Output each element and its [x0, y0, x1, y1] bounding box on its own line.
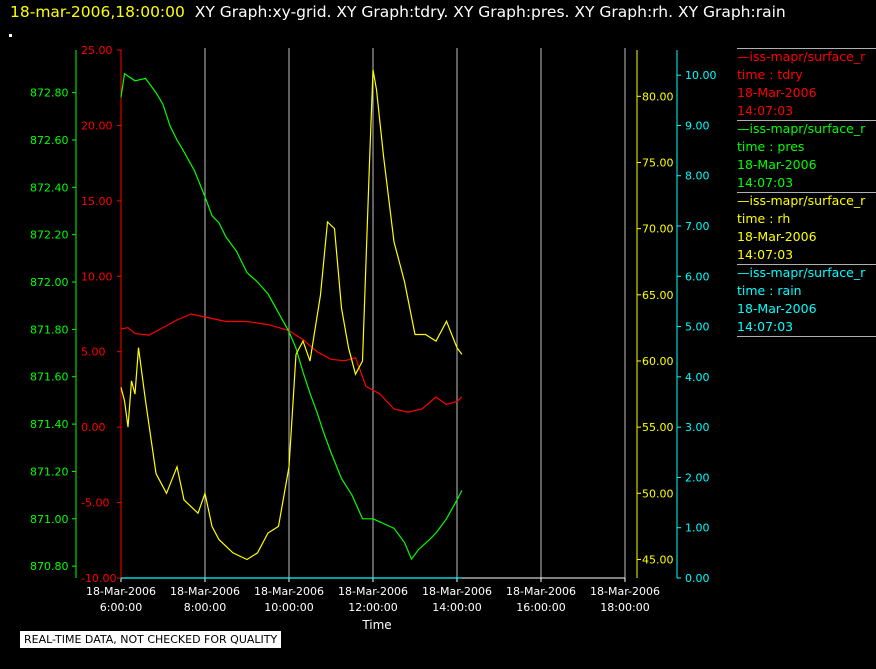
rain-tick-label: 6.00 [685, 270, 710, 283]
rh-tick-label: 80.00 [642, 90, 674, 103]
tdry-tick-label: 10.00 [81, 270, 113, 283]
x-tick-time: 14:00:00 [432, 601, 481, 614]
legend-text: 18-Mar-2006 [737, 85, 817, 100]
chart-header: 18-mar-2006,18:00:00 XY Graph:xy-grid. X… [10, 3, 786, 21]
header-graph-list: XY Graph:xy-grid. XY Graph:tdry. XY Grap… [194, 3, 786, 21]
x-tick-time: 12:00:00 [348, 601, 397, 614]
x-tick-time: 16:00:00 [516, 601, 565, 614]
tdry-tick-label: 15.00 [81, 195, 113, 208]
legend-text: —iss-mapr/surface_r [737, 121, 866, 136]
tdry-tick-label: 20.00 [81, 119, 113, 132]
rh-tick-label: 65.00 [642, 289, 674, 302]
x-tick-date: 18-Mar-2006 [422, 585, 492, 598]
rain-tick-label: 1.00 [685, 522, 710, 535]
rain-tick-label: 7.00 [685, 220, 710, 233]
legend-text: —iss-mapr/surface_r [737, 193, 866, 208]
rh-tick-label: 60.00 [642, 355, 674, 368]
legend-text: 14:07:03 [737, 175, 794, 190]
rh-tick-label: 55.00 [642, 421, 674, 434]
x-tick-date: 18-Mar-2006 [254, 585, 324, 598]
pres-tick-label: 871.60 [30, 371, 69, 384]
legend-text: 18-Mar-2006 [737, 157, 817, 172]
legend-text: —iss-mapr/surface_r [737, 49, 866, 64]
rain-tick-label: 5.00 [685, 321, 710, 334]
rain-tick-label: 3.00 [685, 421, 710, 434]
x-tick-date: 18-Mar-2006 [506, 585, 576, 598]
rain-tick-label: 8.00 [685, 170, 710, 183]
pres-tick-label: 872.60 [30, 134, 69, 147]
legend-text: time : rh [737, 211, 791, 226]
rh-tick-label: 45.00 [642, 553, 674, 566]
pres-tick-label: 872.00 [30, 276, 69, 289]
x-axis-label: Time [361, 618, 391, 632]
rain-tick-label: 10.00 [685, 69, 717, 82]
rain-tick-label: 2.00 [685, 471, 710, 484]
x-tick-date: 18-Mar-2006 [170, 585, 240, 598]
rain-tick-label: 4.00 [685, 371, 710, 384]
legend: —iss-mapr/surface_r time : tdry 18-Mar-200… [737, 48, 876, 337]
status-dot [9, 34, 12, 37]
legend-text: —iss-mapr/surface_r [737, 265, 866, 280]
legend-divider [737, 264, 876, 265]
rh-tick-label: 75.00 [642, 156, 674, 169]
rain-tick-label: 9.00 [685, 119, 710, 132]
rh-tick-label: 50.00 [642, 487, 674, 500]
pres-tick-label: 872.20 [30, 229, 69, 242]
tdry-series-line [120, 313, 463, 413]
x-tick-time: 18:00:00 [600, 601, 649, 614]
x-tick-time: 10:00:00 [264, 601, 313, 614]
pres-tick-label: 871.20 [30, 465, 69, 478]
x-tick-date: 18-Mar-2006 [338, 585, 408, 598]
header-date: 18-mar-2006,18:00:00 [10, 3, 185, 21]
legend-text: 14:07:03 [737, 247, 794, 262]
tdry-tick-label: 25.00 [81, 44, 113, 57]
pres-tick-label: 870.80 [30, 560, 69, 573]
x-tick-date: 18-Mar-2006 [86, 585, 156, 598]
quality-note: REAL-TIME DATA, NOT CHECKED FOR QUALITY [20, 631, 282, 648]
rh-series-line [120, 69, 463, 561]
legend-divider [737, 48, 876, 49]
legend-text: time : tdry [737, 67, 803, 82]
legend-text: 18-Mar-2006 [737, 301, 817, 316]
pres-tick-label: 871.00 [30, 513, 69, 526]
x-tick-time: 8:00:00 [184, 601, 226, 614]
rh-tick-label: 70.00 [642, 223, 674, 236]
legend-text: 14:07:03 [737, 319, 794, 334]
pres-tick-label: 871.80 [30, 323, 69, 336]
tdry-tick-label: -10.00 [81, 572, 116, 585]
pres-tick-label: 871.40 [30, 418, 69, 431]
x-tick-date: 18-Mar-2006 [590, 585, 660, 598]
legend-text: time : pres [737, 139, 805, 154]
pres-series-line [120, 72, 463, 561]
pres-tick-label: 872.40 [30, 181, 69, 194]
legend-divider [737, 336, 876, 337]
legend-divider [737, 120, 876, 121]
legend-text: 18-Mar-2006 [737, 229, 817, 244]
x-tick-time: 6:00:00 [100, 601, 142, 614]
rain-tick-label: 0.00 [685, 572, 710, 585]
tdry-tick-label: 5.00 [81, 346, 106, 359]
legend-divider [737, 192, 876, 193]
tdry-tick-label: -5.00 [81, 497, 109, 510]
legend-text: 14:07:03 [737, 103, 794, 118]
tdry-tick-label: 0.00 [81, 421, 106, 434]
pres-tick-label: 872.80 [30, 87, 69, 100]
legend-text: time : rain [737, 283, 802, 298]
